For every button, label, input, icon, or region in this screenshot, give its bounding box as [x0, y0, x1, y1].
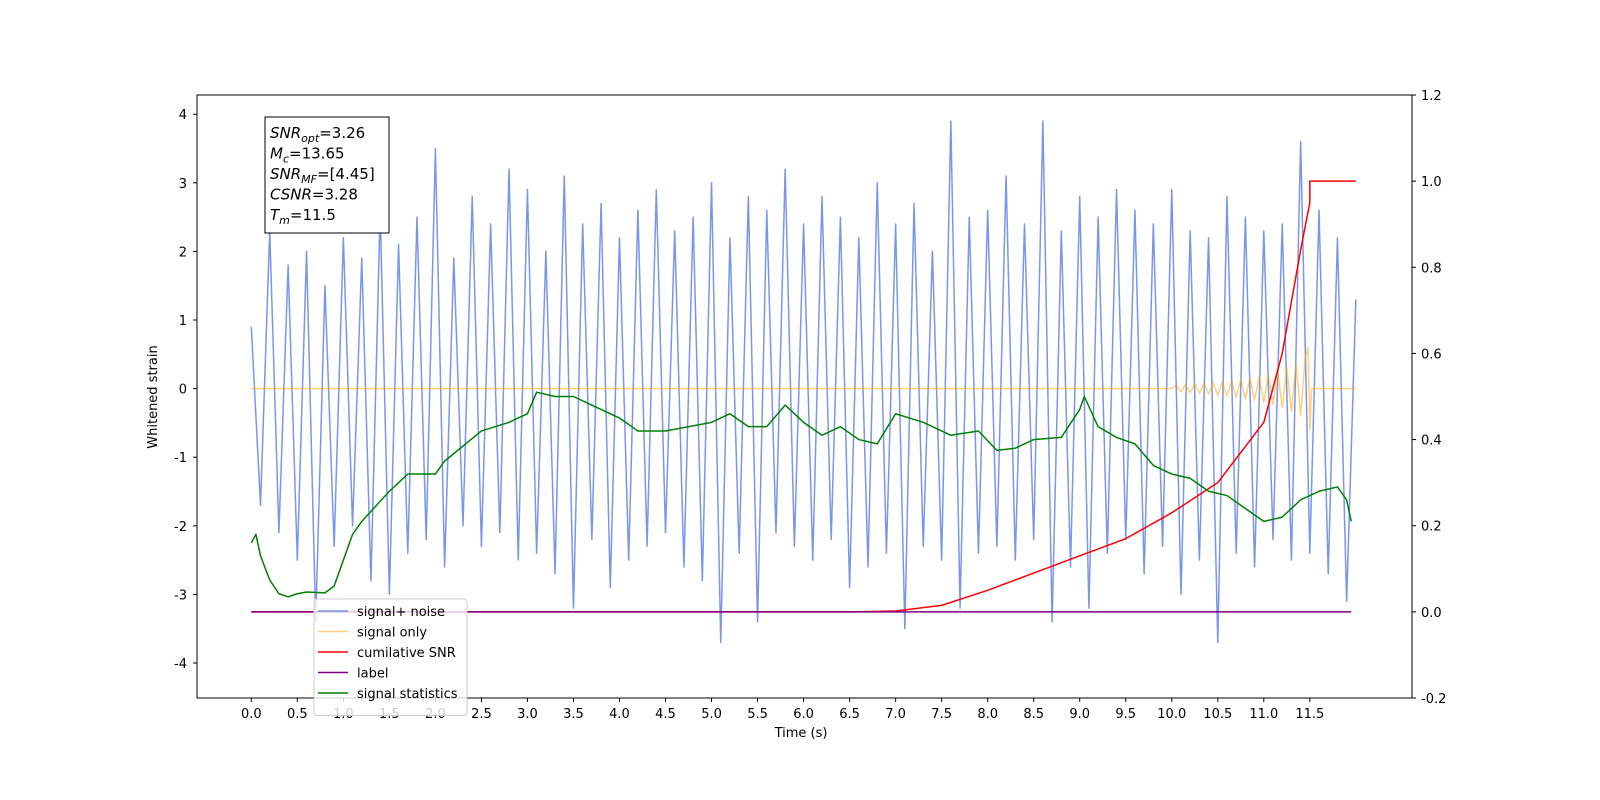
x-tick-label: 7.5	[931, 707, 952, 722]
annotation-text: =[4.45]	[317, 165, 375, 183]
x-tick-label: 4.0	[609, 707, 630, 722]
y-tick-label: 2	[179, 245, 187, 260]
plot-frame	[196, 94, 1413, 699]
x-tick-label: 4.5	[655, 707, 676, 722]
series-line	[251, 180, 1356, 613]
legend-box	[313, 598, 468, 716]
series-line	[251, 346, 1356, 431]
y-tick-label: -2	[174, 520, 187, 535]
annotation-text: =11.5	[290, 206, 336, 224]
x-tick-label: 6.0	[793, 707, 814, 722]
annotation-text: =3.26	[319, 124, 365, 142]
y-tick-label: -1	[174, 451, 187, 466]
annotation-text: =3.28	[312, 186, 358, 204]
y2-tick-label: 0.8	[1421, 261, 1442, 276]
y2-tick-label: 0.2	[1421, 520, 1442, 535]
x-tick-label: 8.5	[1023, 707, 1044, 722]
legend-label: signal+ noise	[357, 605, 445, 620]
legend-label: cumilative SNR	[357, 646, 456, 661]
y-tick-label: 3	[179, 177, 187, 192]
y2-tick-label: -0.2	[1421, 692, 1446, 707]
x-tick-label: 2.5	[471, 707, 492, 722]
legend-label: signal statistics	[357, 687, 458, 702]
x-tick-label: 3.5	[563, 707, 584, 722]
y2-tick-label: 0.6	[1421, 347, 1442, 362]
annotation: SNRopt=3.26	[270, 124, 365, 145]
x-tick-label: 9.5	[1115, 707, 1136, 722]
annotation-name: SNR	[270, 165, 301, 183]
annotation-subscript: MF	[301, 173, 317, 186]
series-line	[250, 391, 1352, 598]
x-tick-label: 6.5	[839, 707, 860, 722]
y-tick-label: -3	[174, 588, 187, 603]
x-tick-label: 9.0	[1069, 707, 1090, 722]
annotation: SNRMF=[4.45]	[270, 165, 375, 186]
annotation-name: SNR	[270, 124, 301, 142]
x-tick-label: 10.0	[1157, 707, 1186, 722]
annotation-name: CSNR	[270, 186, 312, 204]
y-tick-label: 1	[179, 314, 187, 329]
x-tick-label: 3.0	[517, 707, 538, 722]
y2-tick-label: 1.0	[1421, 175, 1442, 190]
annotation: Tm=11.5	[270, 206, 336, 227]
x-tick-label: 11.5	[1295, 707, 1324, 722]
x-tick-label: 8.0	[977, 707, 998, 722]
x-tick-label: 5.0	[701, 707, 722, 722]
annotation-subscript: opt	[301, 132, 320, 145]
legend-label: label	[357, 667, 388, 682]
y2-tick-label: 0.4	[1421, 434, 1442, 449]
annotation-box	[264, 116, 390, 234]
annotation-name: T	[270, 206, 281, 224]
annotation-text: =13.65	[289, 145, 345, 163]
y-tick-label: 0	[179, 383, 187, 398]
x-tick-label: 7.0	[885, 707, 906, 722]
x-tick-label: 5.5	[747, 707, 768, 722]
x-tick-label: 0.5	[287, 707, 308, 722]
x-axis-label: Time (s)	[774, 726, 828, 741]
x-tick-label: 10.5	[1203, 707, 1232, 722]
legend-label: signal only	[357, 626, 427, 641]
annotation-subscript: c	[283, 153, 289, 166]
annotation: CSNR=3.28	[270, 186, 358, 204]
series-line	[250, 120, 1357, 644]
y-tick-label: 4	[179, 108, 187, 123]
annotation-name: M	[270, 145, 283, 163]
annotation: Mc=13.65	[270, 145, 345, 166]
x-tick-label: 11.0	[1249, 707, 1278, 722]
y-axis-label: Whitened strain	[146, 345, 161, 448]
y-tick-label: -4	[174, 657, 187, 672]
y2-tick-label: 1.2	[1421, 89, 1442, 104]
y2-tick-label: 0.0	[1421, 606, 1442, 621]
annotation-subscript: m	[279, 214, 290, 227]
x-tick-label: 0.0	[241, 707, 262, 722]
